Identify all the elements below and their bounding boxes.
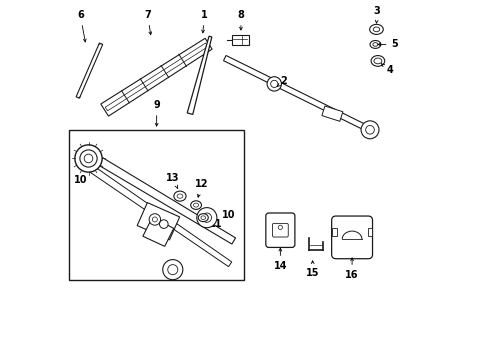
FancyBboxPatch shape (331, 216, 372, 259)
Circle shape (167, 265, 178, 275)
Polygon shape (84, 149, 235, 244)
Polygon shape (137, 203, 179, 240)
Text: 12: 12 (194, 179, 208, 197)
Circle shape (152, 217, 157, 222)
Ellipse shape (198, 214, 208, 222)
Polygon shape (105, 43, 207, 111)
Ellipse shape (373, 58, 381, 64)
Bar (332, 228, 336, 235)
Ellipse shape (372, 42, 377, 46)
Polygon shape (321, 106, 342, 121)
Bar (231, 35, 248, 45)
Polygon shape (90, 166, 231, 267)
Ellipse shape (369, 41, 380, 48)
Text: 1: 1 (201, 10, 207, 33)
Polygon shape (76, 43, 102, 98)
Polygon shape (187, 36, 211, 114)
Text: 7: 7 (144, 10, 151, 35)
FancyBboxPatch shape (272, 224, 287, 237)
FancyBboxPatch shape (265, 213, 294, 247)
Text: 4: 4 (381, 64, 392, 75)
Ellipse shape (177, 194, 183, 198)
Polygon shape (142, 217, 173, 246)
Text: 13: 13 (166, 173, 179, 189)
Ellipse shape (370, 55, 384, 66)
Ellipse shape (201, 216, 205, 220)
Polygon shape (101, 38, 212, 116)
Circle shape (278, 225, 282, 229)
Circle shape (202, 213, 211, 222)
Text: 10: 10 (73, 168, 87, 185)
Circle shape (270, 80, 277, 87)
Text: 6: 6 (77, 10, 86, 42)
Circle shape (80, 150, 97, 167)
Text: 3: 3 (373, 6, 380, 23)
Circle shape (365, 126, 373, 134)
Bar (367, 228, 371, 235)
Circle shape (266, 77, 281, 91)
Bar (69, 130, 244, 280)
Text: 15: 15 (305, 261, 319, 278)
Circle shape (360, 121, 378, 139)
Ellipse shape (369, 24, 383, 35)
Text: 14: 14 (273, 248, 286, 271)
Text: 8: 8 (237, 10, 244, 30)
Circle shape (84, 154, 93, 163)
Ellipse shape (372, 27, 379, 32)
Text: 5: 5 (377, 40, 397, 49)
Circle shape (149, 214, 160, 225)
Circle shape (163, 260, 183, 280)
Ellipse shape (193, 203, 198, 207)
Circle shape (159, 220, 168, 228)
Text: 10: 10 (222, 210, 235, 220)
Circle shape (196, 208, 217, 228)
Text: 9: 9 (153, 100, 160, 126)
Text: 16: 16 (345, 258, 358, 280)
Ellipse shape (190, 201, 201, 210)
Polygon shape (223, 55, 370, 132)
Text: 11: 11 (206, 219, 222, 229)
Ellipse shape (174, 191, 185, 201)
Text: 2: 2 (277, 76, 287, 86)
Circle shape (75, 145, 102, 172)
